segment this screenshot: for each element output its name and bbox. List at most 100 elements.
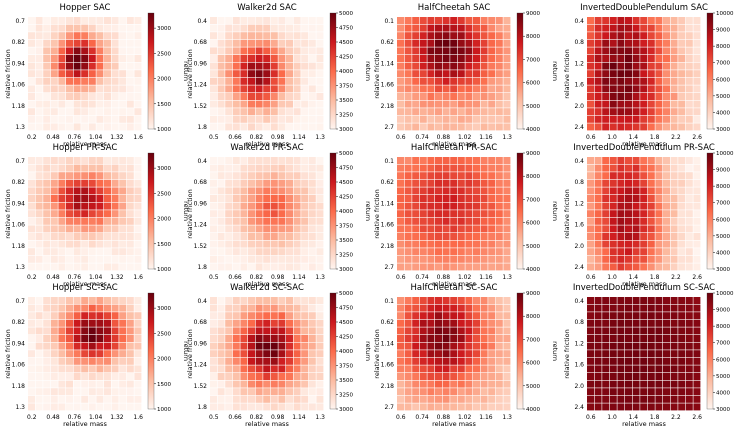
heatmap-cell <box>625 24 632 32</box>
heatmap-cell <box>495 32 503 40</box>
heatmap-cell <box>503 210 511 218</box>
heatmap-cell <box>248 164 255 172</box>
heatmap-cell <box>678 77 686 85</box>
heatmap-cell <box>210 395 217 403</box>
x-tick-label: 1.04 <box>89 134 103 141</box>
heatmap-cell <box>301 100 309 108</box>
heatmap-cell <box>632 115 640 123</box>
heatmap-cell <box>503 403 511 411</box>
heatmap-cell <box>693 248 701 256</box>
heatmap-cell <box>126 240 134 248</box>
heatmap-cell <box>217 164 225 172</box>
heatmap-cell <box>594 157 602 164</box>
heatmap-cell <box>435 39 442 47</box>
heatmap-cell <box>480 195 488 202</box>
heatmap-cell <box>111 108 119 116</box>
heatmap-cell <box>66 179 73 187</box>
heatmap-cell <box>594 77 602 85</box>
heatmap-cell <box>655 39 663 47</box>
heatmap-cell <box>301 255 309 263</box>
heatmap-cell <box>503 319 511 327</box>
heatmap-cell <box>602 108 610 116</box>
heatmap-cell <box>210 327 217 335</box>
heatmap-cell <box>397 373 404 380</box>
heatmap-cell <box>111 350 119 358</box>
heatmap-cell <box>647 365 655 373</box>
heatmap-cell <box>632 304 640 312</box>
heatmap-cell <box>450 115 458 123</box>
heatmap-cell <box>419 164 427 172</box>
heatmap-cell <box>28 255 35 263</box>
heatmap-cell <box>58 55 66 62</box>
heatmap-cell <box>43 263 51 271</box>
heatmap-cell <box>50 335 58 342</box>
heatmap-cell <box>587 312 594 320</box>
heatmap-cell <box>126 100 134 108</box>
heatmap-cell <box>81 70 89 78</box>
heatmap-cell <box>632 373 640 380</box>
heatmap-cell <box>412 187 420 195</box>
heatmap-cell <box>263 17 271 24</box>
heatmap-cell <box>316 240 324 248</box>
colorbar-tick-label: 4250 <box>339 55 353 61</box>
heatmap-cell <box>50 327 58 335</box>
heatmap-cell <box>104 255 111 263</box>
heatmap-cell <box>473 202 480 210</box>
heatmap-cell <box>111 195 119 202</box>
heatmap-cell <box>670 233 678 240</box>
colorbar-tick-label: 8000 <box>716 324 730 330</box>
heatmap-cell <box>96 85 104 93</box>
heatmap-cell <box>248 304 255 312</box>
heatmap-cell <box>28 85 35 93</box>
heatmap-cell <box>217 342 225 350</box>
heatmap-cell <box>316 17 324 24</box>
colorbar-label: return <box>364 201 372 221</box>
heatmap-cell <box>587 123 594 131</box>
x-tick-label: 1.8 <box>650 414 660 421</box>
heatmap-cell <box>594 365 602 373</box>
colorbar <box>706 152 714 270</box>
heatmap-cell <box>457 179 465 187</box>
heatmap-cell <box>473 388 480 396</box>
heatmap-cell <box>412 55 420 62</box>
heatmap-cell <box>81 115 89 123</box>
heatmap-cell <box>473 17 480 24</box>
heatmap-cell <box>419 108 427 116</box>
heatmap-cell <box>119 179 127 187</box>
heatmap-cell <box>210 100 217 108</box>
heatmap-cell <box>495 319 503 327</box>
colorbar-tick-label: 3500 <box>339 378 353 384</box>
heatmap-cell <box>617 240 625 248</box>
heatmap-cell <box>126 62 134 70</box>
heatmap-cell <box>43 373 51 380</box>
heatmap-cell <box>693 403 701 411</box>
heatmap-cell <box>88 202 96 210</box>
heatmap-cell <box>134 373 142 380</box>
heatmap-cell <box>225 395 233 403</box>
heatmap-cell <box>670 365 678 373</box>
heatmap-cell <box>270 327 278 335</box>
x-tick-label: 2.6 <box>692 134 702 141</box>
heatmap-cell <box>88 32 96 40</box>
heatmap-cell <box>693 179 701 187</box>
heatmap-cell <box>617 187 625 195</box>
colorbar-tick-label: 7000 <box>716 201 730 207</box>
heatmap-cell <box>625 55 632 62</box>
heatmap-cell <box>66 327 73 335</box>
heatmap-cell <box>111 202 119 210</box>
heatmap-cell <box>270 319 278 327</box>
heatmap-cell <box>647 77 655 85</box>
heatmap-cell <box>457 395 465 403</box>
heatmap-cell <box>126 32 134 40</box>
heatmap-cell <box>232 297 240 304</box>
heatmap-cell <box>594 62 602 70</box>
heatmap-cell <box>225 202 233 210</box>
heatmap-cell <box>278 225 286 233</box>
heatmap-cell <box>442 62 450 70</box>
heatmap-cell <box>663 217 670 225</box>
heatmap-cell <box>263 388 271 396</box>
heatmap-cell <box>602 115 610 123</box>
heatmap-cell <box>58 312 66 320</box>
heatmap-cell <box>693 115 701 123</box>
